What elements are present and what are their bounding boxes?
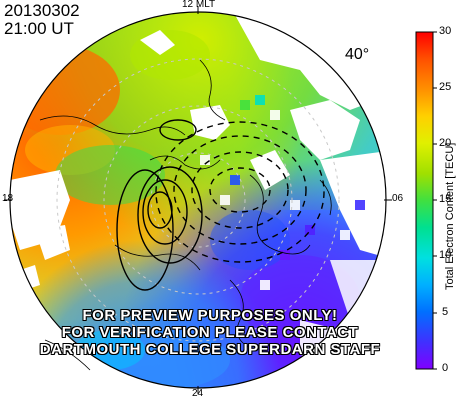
mlt-label-top: 12 MLT [182, 0, 216, 10]
latitude-grid [56, 58, 340, 342]
potential-contours-dashed [155, 121, 325, 263]
potential-contours [116, 119, 203, 291]
colorbar-tick-30: 30 [439, 25, 452, 37]
latitude-label: 40° [345, 46, 370, 63]
mlt-label-left: 18 [2, 193, 14, 204]
colorbar-tick-15: 15 [439, 193, 452, 205]
mlt-label-right: 06 [392, 193, 404, 204]
mlt-ticks [4, 6, 392, 394]
coastlines [39, 59, 332, 371]
watermark-line-2: FOR VERIFICATION PLEASE CONTACT [61, 324, 359, 341]
watermark-line-3: DARTMOUTH COLLEGE SUPERDARN STAFF [39, 341, 381, 358]
colorbar-tick-0: 0 [442, 362, 449, 374]
colorbar-tick-10: 10 [439, 249, 452, 261]
colorbar-tick-marks [433, 31, 437, 370]
date-label: 20130302 [4, 1, 80, 20]
watermark-line-1: FOR PREVIEW PURPOSES ONLY! [82, 307, 338, 324]
mlt-label-bottom: 24 [192, 388, 204, 399]
colorbar-tick-25: 25 [439, 81, 452, 93]
colorbar-title: Total Electron Content [TECU] [444, 142, 456, 290]
colorbar-tick-5: 5 [442, 306, 449, 318]
colorbar-tick-20: 20 [439, 137, 452, 149]
time-label: 21:00 UT [4, 19, 74, 38]
colorbar-gradient [415, 31, 434, 370]
